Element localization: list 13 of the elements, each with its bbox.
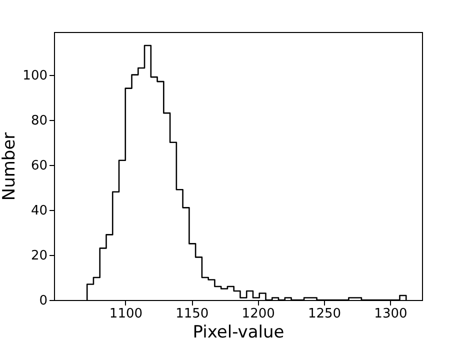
x-tick-label: 1300 bbox=[374, 306, 408, 322]
y-tick-label: 20 bbox=[30, 248, 48, 264]
y-tick-label: 80 bbox=[30, 113, 48, 128]
y-axis-title: Number bbox=[0, 132, 20, 201]
y-tick-label: 0 bbox=[39, 294, 48, 308]
y-tick-label: 40 bbox=[30, 203, 48, 218]
y-tick-label: 100 bbox=[22, 68, 48, 84]
x-tick-label: 1200 bbox=[242, 306, 275, 322]
x-tick-label: 1100 bbox=[109, 306, 143, 322]
x-axis-title: Pixel-value bbox=[192, 322, 284, 342]
x-tick-label: 1250 bbox=[308, 306, 342, 322]
x-tick-label: 1150 bbox=[176, 306, 209, 322]
y-tick-label: 60 bbox=[30, 158, 48, 174]
